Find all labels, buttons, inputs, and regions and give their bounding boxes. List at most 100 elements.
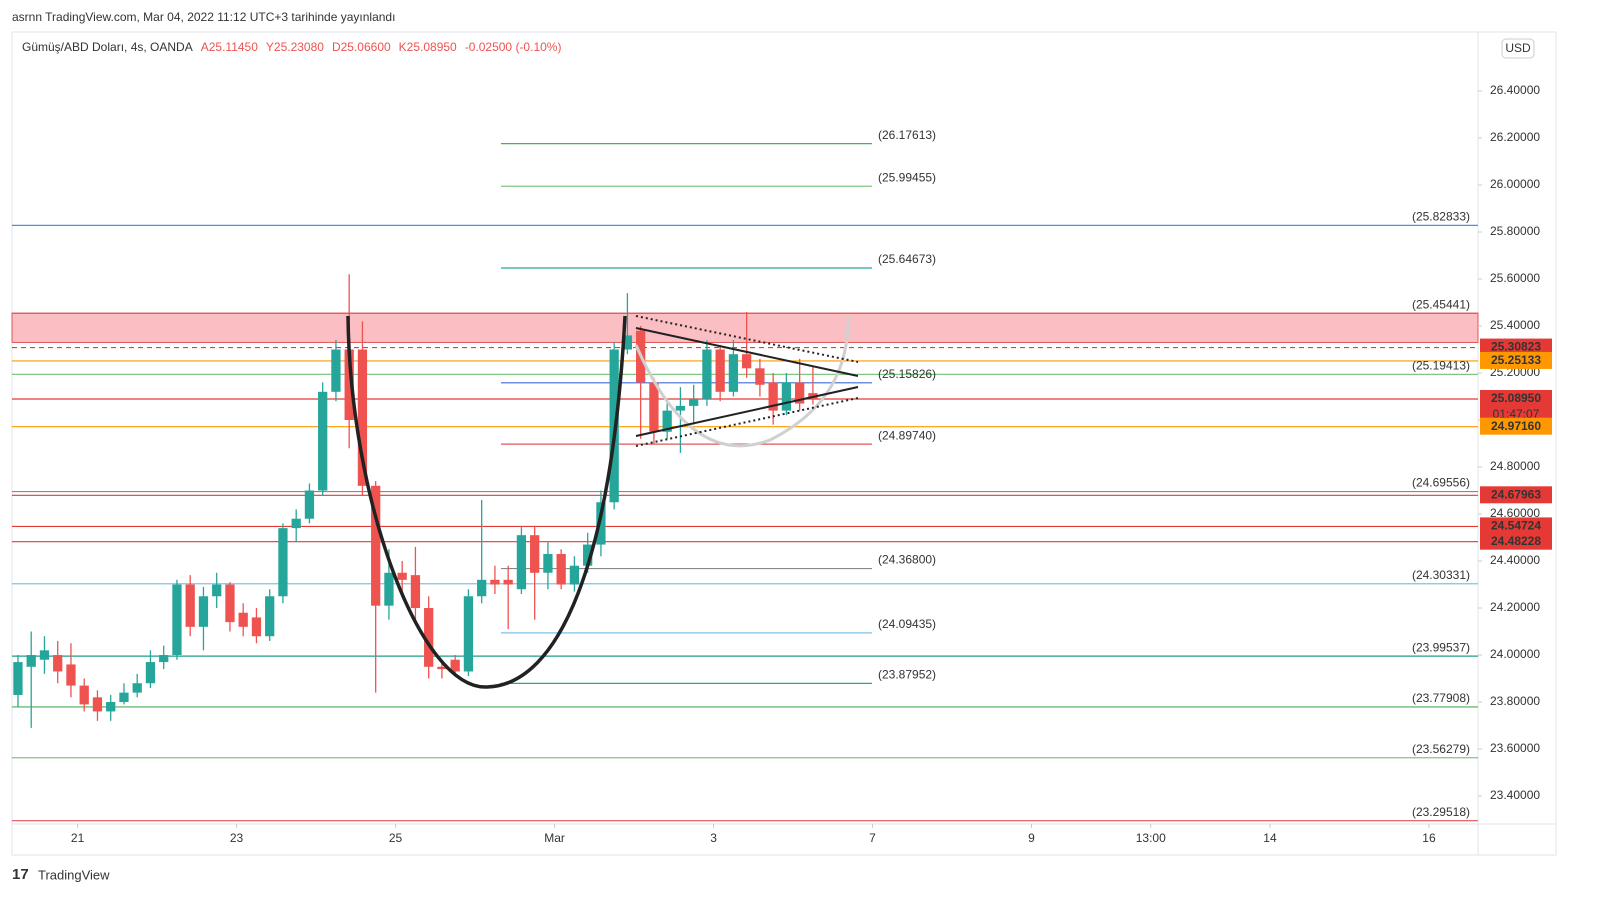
- ohlc-value: K25.08950: [399, 40, 457, 54]
- candle-body: [728, 354, 739, 392]
- candle-body: [675, 405, 686, 411]
- price-badge-label: 25.30823: [1491, 340, 1541, 354]
- price-badge-label: 24.97160: [1491, 419, 1541, 433]
- triangle-upper: [635, 327, 859, 377]
- x-tick-label: 21: [71, 831, 85, 845]
- triangle-lower: [635, 386, 859, 437]
- candle-body: [26, 655, 36, 667]
- candle-body: [768, 382, 778, 411]
- y-tick-label: 23.60000: [1490, 741, 1540, 755]
- price-badge-label: 24.54724: [1491, 519, 1541, 533]
- candle-body: [742, 354, 752, 369]
- candle-body: [225, 584, 235, 623]
- x-tick-label: 16: [1422, 831, 1436, 845]
- price-badge: [1480, 338, 1552, 356]
- candle-body: [569, 565, 580, 585]
- y-tick-label: 24.40000: [1490, 553, 1540, 567]
- candle-body: [39, 650, 50, 660]
- candle-body: [477, 579, 487, 597]
- candle-body: [331, 349, 341, 392]
- candle-body: [265, 596, 275, 637]
- fib-label: (23.87952): [878, 668, 936, 682]
- y-tick-label: 24.80000: [1490, 459, 1540, 473]
- level-label: (25.82833): [1412, 210, 1470, 224]
- y-tick-label: 26.00000: [1490, 177, 1540, 191]
- ohlc-value: A25.11450: [201, 40, 258, 54]
- candle-body: [119, 692, 129, 703]
- fib-label: (25.64673): [878, 252, 936, 266]
- currency: USD: [1505, 41, 1531, 55]
- candle-body: [490, 579, 500, 585]
- countdown: 01:47:07: [1493, 407, 1540, 421]
- fib-label: (24.89740): [878, 428, 936, 442]
- candle-body: [410, 575, 421, 609]
- x-tick-label: 23: [230, 831, 244, 845]
- fib-label: (25.15826): [878, 367, 936, 381]
- price-badge: [1480, 532, 1552, 550]
- chart-frame: [11, 31, 1557, 856]
- y-tick-label: 25.60000: [1490, 271, 1540, 285]
- level-label: (23.99537): [1412, 640, 1470, 654]
- drawings: [346, 315, 859, 689]
- candle-body: [463, 596, 474, 672]
- brand: TradingView: [38, 867, 110, 882]
- candle-body: [185, 584, 195, 627]
- y-tick-label: 25.40000: [1490, 318, 1540, 332]
- x-tick-label: 9: [1028, 831, 1035, 845]
- candle-body: [344, 349, 354, 421]
- candle-body: [702, 349, 712, 399]
- candle-body: [437, 666, 447, 670]
- candle-body: [530, 535, 540, 573]
- price-badge-label: 25.08950: [1491, 391, 1541, 405]
- candle-body: [516, 535, 527, 590]
- y-tick-label: 26.40000: [1490, 83, 1540, 97]
- candle-body: [755, 368, 765, 385]
- candle-body: [318, 391, 328, 491]
- change: -0.02500 (-0.10%): [465, 40, 562, 54]
- candle-body: [583, 544, 593, 566]
- symbol: Gümüş/ABD Doları, 4s, OANDA: [22, 40, 193, 54]
- candle-body: [649, 382, 659, 432]
- candle-body: [596, 502, 606, 545]
- x-tick-label: 7: [869, 831, 876, 845]
- candle-body: [543, 553, 553, 573]
- level-label: (25.19413): [1412, 359, 1470, 373]
- ohlc-value: D25.06600: [332, 40, 391, 54]
- level-label: (23.29518): [1412, 805, 1470, 819]
- candle-body: [622, 335, 633, 350]
- price-badge-label: 24.67963: [1491, 487, 1541, 501]
- candle-body: [251, 617, 262, 637]
- ohlc-value: Y25.23080: [266, 40, 324, 54]
- fib-label: (25.99455): [878, 170, 936, 184]
- candle-body: [66, 664, 76, 686]
- published-note: asrnn TradingView.com, Mar 04, 2022 11:1…: [12, 10, 395, 24]
- y-tick-label: 26.20000: [1490, 130, 1540, 144]
- x-tick-label: 3: [710, 831, 717, 845]
- candle-body: [145, 662, 156, 684]
- labels: 23.40000 23.60000 23.80000 24.00000 24.20000…: [71, 83, 1552, 845]
- price-badge: [1480, 351, 1552, 369]
- candle-body: [159, 655, 169, 663]
- y-tick-label: 25.80000: [1490, 224, 1540, 238]
- candle-body: [79, 685, 89, 705]
- price-badge-label: 24.48228: [1491, 534, 1541, 548]
- y-tick-label: 24.60000: [1490, 506, 1540, 520]
- x-tick-label: Mar: [544, 831, 565, 845]
- candle-body: [384, 572, 394, 606]
- candle-body: [795, 382, 805, 404]
- symbol-legend: Gümüş/ABD Doları, 4s, OANDA A25.11450 Y25.…: [22, 40, 561, 54]
- y-tick-label: 24.00000: [1490, 647, 1540, 661]
- currency-box: [1501, 38, 1535, 59]
- candle-body: [781, 382, 792, 411]
- candle-body: [304, 490, 315, 519]
- level-label: (24.69556): [1412, 476, 1470, 490]
- candle-body: [689, 398, 699, 406]
- candle-body: [53, 655, 63, 672]
- fib-label: (24.09435): [878, 617, 936, 631]
- candle-body: [212, 584, 222, 597]
- candle-body: [132, 683, 142, 693]
- candle-body: [238, 612, 248, 627]
- level-label: (25.45441): [1412, 297, 1470, 311]
- candle-body: [715, 349, 725, 392]
